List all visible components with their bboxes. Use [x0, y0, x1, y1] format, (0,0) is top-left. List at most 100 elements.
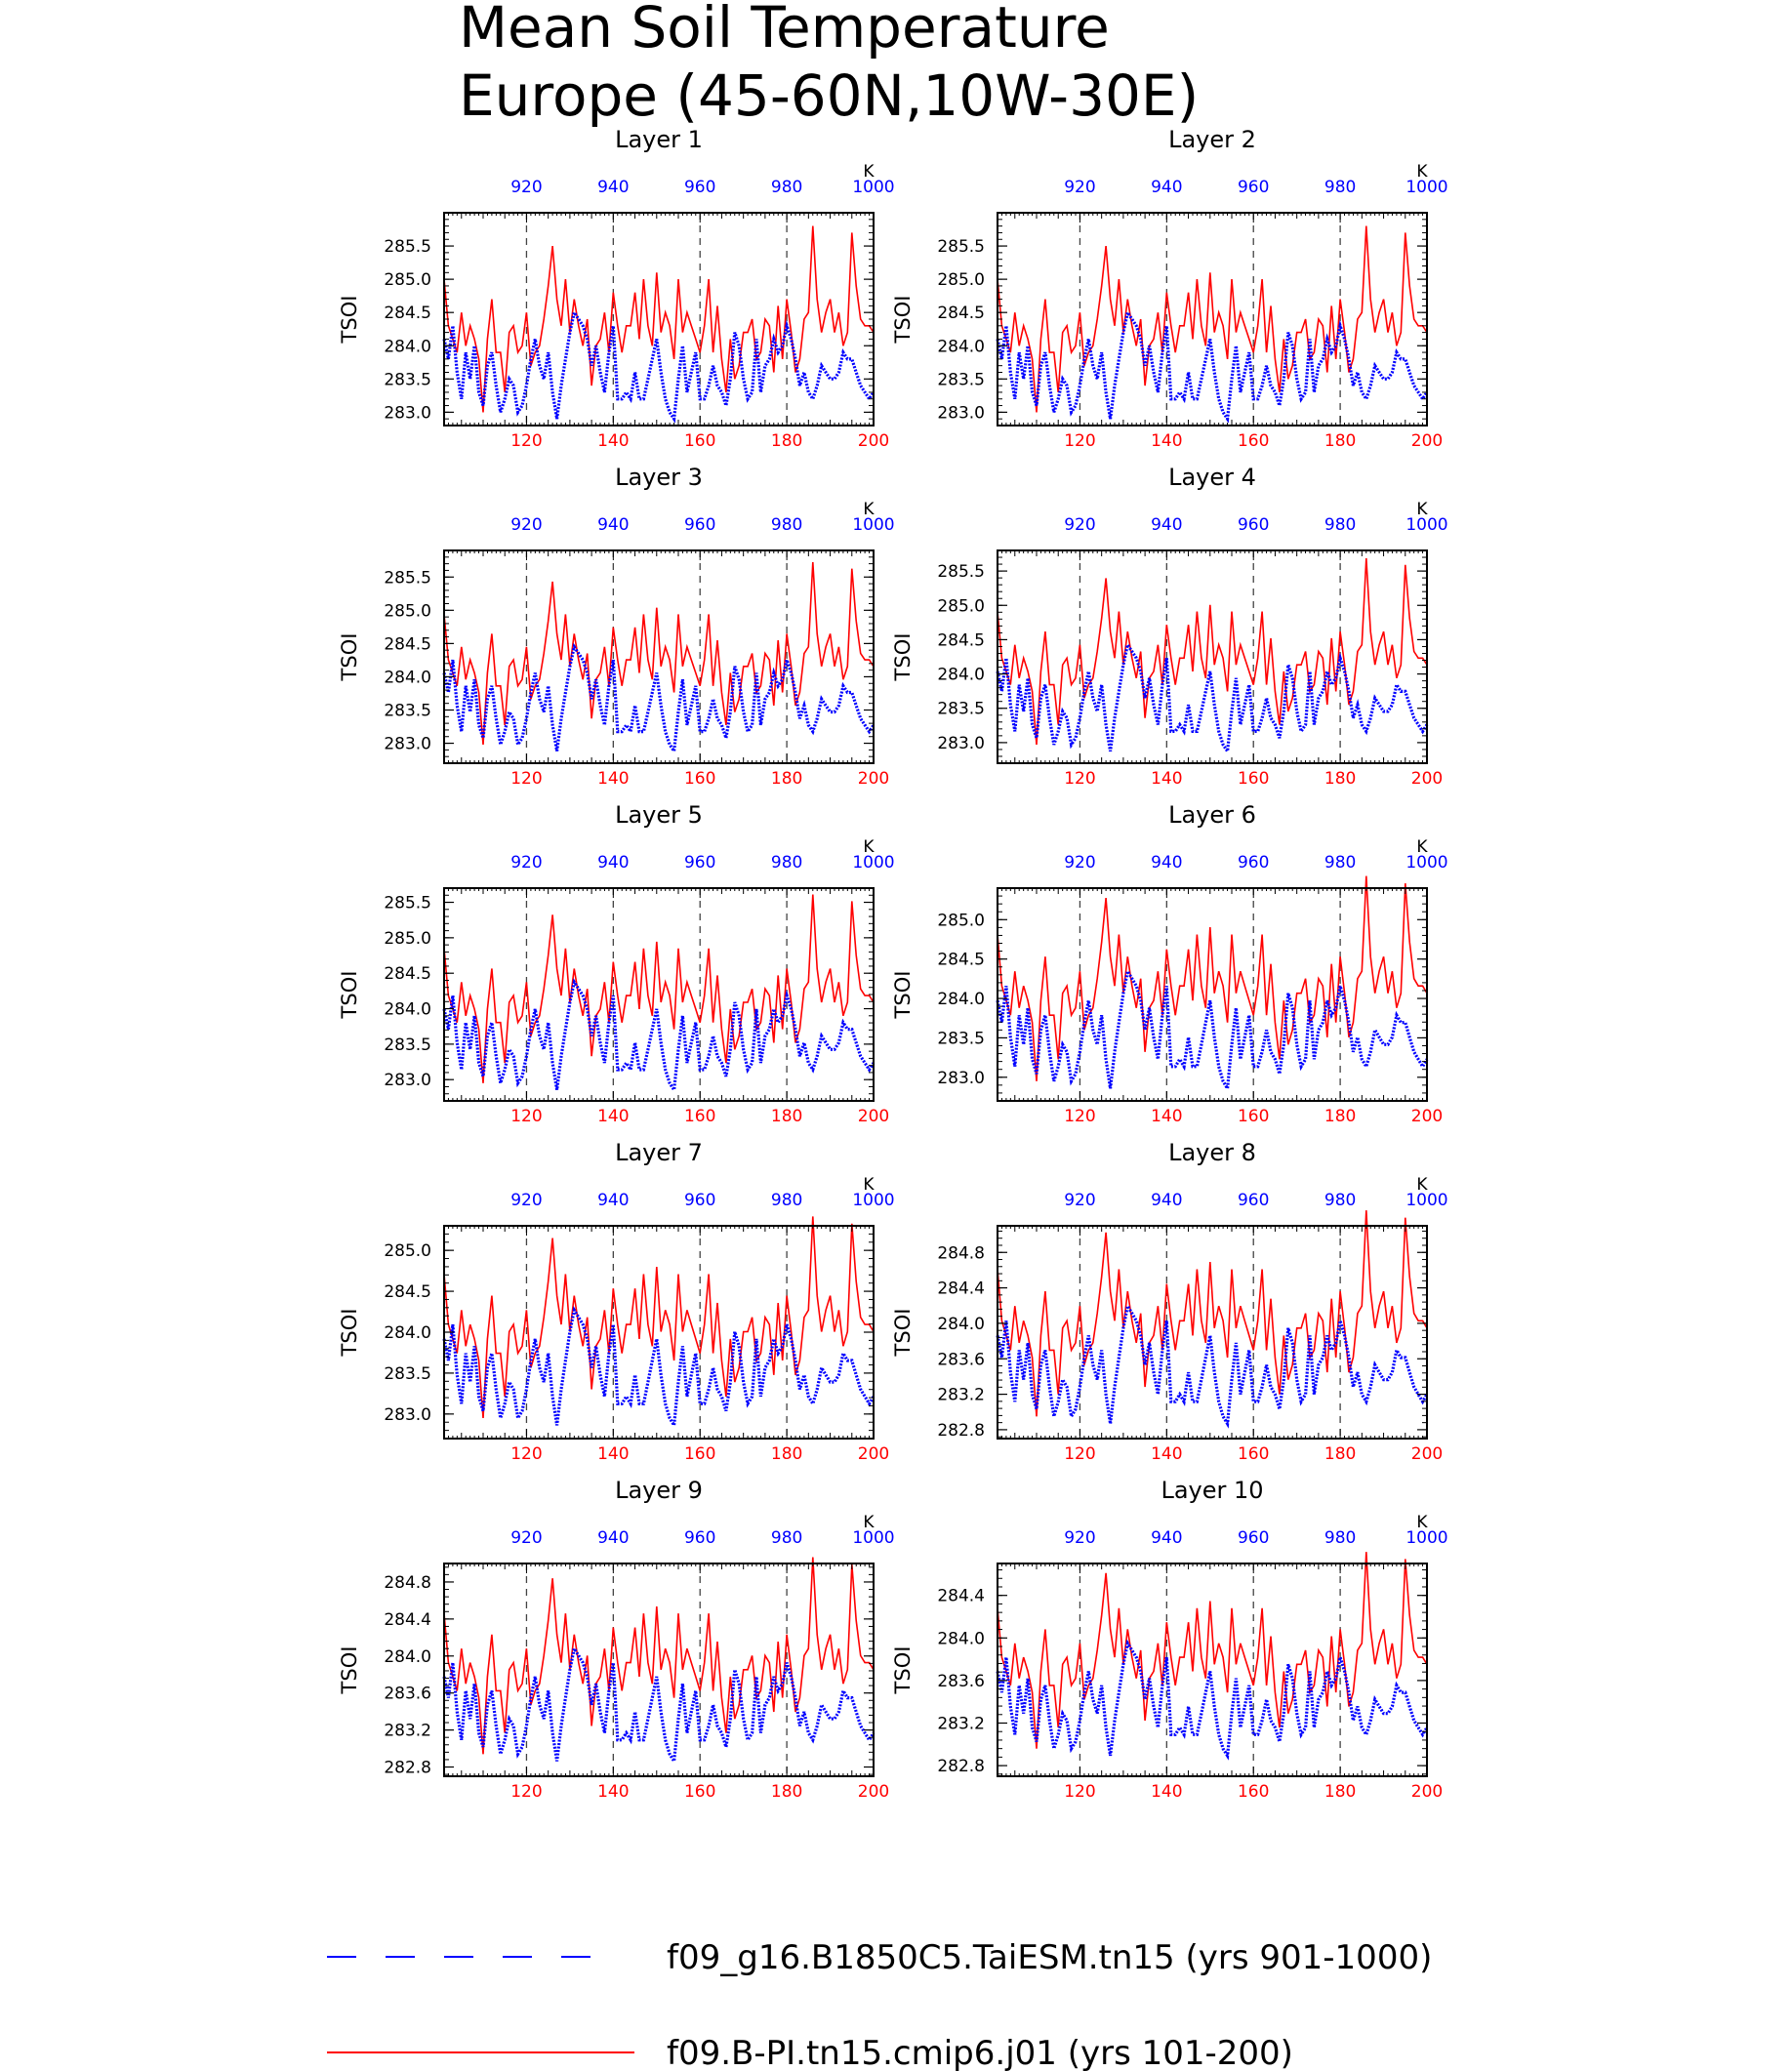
- top-tick-label: 960: [684, 178, 715, 197]
- bottom-tick-label: 140: [1151, 1782, 1182, 1802]
- y-tick-label: 283.0: [384, 735, 431, 754]
- y-axis-label: TSOI: [891, 1309, 915, 1358]
- top-tick-label: 1000: [852, 515, 894, 535]
- top-axis-unit: K: [1416, 837, 1428, 857]
- y-tick-label: 284.5: [384, 634, 431, 654]
- y-tick-label: 283.0: [384, 403, 431, 423]
- panel-title: Layer 2: [1168, 126, 1256, 153]
- y-tick-label: 282.8: [384, 1759, 431, 1778]
- y-tick-label: 284.0: [937, 337, 985, 356]
- y-tick-label: 283.5: [937, 370, 985, 389]
- top-tick-label: 980: [1324, 853, 1356, 873]
- series-blue-line: [996, 966, 1429, 1094]
- bottom-tick-label: 120: [510, 1782, 542, 1802]
- top-tick-label: 920: [1064, 515, 1095, 535]
- bottom-tick-label: 140: [597, 1107, 629, 1126]
- panel-title: Layer 10: [1161, 1477, 1263, 1504]
- bottom-tick-label: 180: [771, 1782, 802, 1802]
- panel-title: Layer 3: [615, 464, 703, 491]
- top-tick-label: 960: [1238, 853, 1269, 873]
- bottom-tick-label: 180: [771, 769, 802, 789]
- panel-title: Layer 5: [615, 801, 703, 829]
- top-tick-label: 920: [1064, 1528, 1095, 1548]
- bottom-tick-label: 140: [597, 1782, 629, 1802]
- series-blue-line: [442, 642, 876, 756]
- y-tick-label: 284.0: [384, 1323, 431, 1343]
- y-tick-label: 284.4: [937, 1587, 985, 1606]
- bottom-tick-label: 160: [1238, 1444, 1269, 1464]
- bottom-tick-label: 200: [858, 1782, 889, 1802]
- bottom-tick-label: 160: [684, 1107, 715, 1126]
- y-tick-label: 283.6: [937, 1672, 985, 1691]
- y-tick-label: 284.8: [384, 1573, 431, 1593]
- bottom-tick-label: 200: [1411, 1782, 1443, 1802]
- top-axis-unit: K: [863, 837, 875, 857]
- top-tick-label: 940: [1151, 1528, 1182, 1548]
- top-tick-label: 980: [1324, 178, 1356, 197]
- top-tick-label: 920: [510, 178, 542, 197]
- top-tick-label: 940: [1151, 178, 1182, 197]
- bottom-tick-label: 180: [1324, 1444, 1356, 1464]
- y-axis-label: TSOI: [338, 971, 361, 1020]
- y-axis-label: TSOI: [338, 296, 361, 345]
- bottom-tick-label: 160: [1238, 1782, 1269, 1802]
- series-blue-line: [996, 1301, 1429, 1429]
- bottom-tick-label: 140: [1151, 1107, 1182, 1126]
- top-tick-label: 940: [1151, 853, 1182, 873]
- y-tick-label: 284.5: [384, 304, 431, 323]
- top-tick-label: 1000: [1405, 1528, 1447, 1548]
- series-blue-line: [442, 308, 876, 424]
- bottom-tick-label: 160: [684, 1782, 715, 1802]
- top-tick-label: 920: [510, 515, 542, 535]
- bottom-tick-label: 120: [510, 1107, 542, 1126]
- panel-title: Layer 6: [1168, 801, 1256, 829]
- series-red-line: [997, 1210, 1428, 1417]
- top-tick-label: 960: [684, 515, 715, 535]
- y-tick-label: 284.5: [937, 304, 985, 323]
- top-tick-label: 920: [1064, 1191, 1095, 1210]
- y-axis-label: TSOI: [891, 296, 915, 345]
- top-tick-label: 1000: [1405, 515, 1447, 535]
- series-blue-line: [442, 1644, 876, 1766]
- top-axis-unit: K: [863, 1175, 875, 1195]
- panel-title: Layer 8: [1168, 1139, 1256, 1166]
- top-tick-label: 920: [510, 1528, 542, 1548]
- bottom-tick-label: 160: [1238, 431, 1269, 451]
- y-tick-label: 285.5: [384, 568, 431, 588]
- top-tick-label: 940: [597, 1191, 629, 1210]
- top-tick-label: 1000: [852, 178, 894, 197]
- series-red-line: [997, 875, 1428, 1081]
- bottom-tick-label: 140: [597, 1444, 629, 1464]
- top-tick-label: 940: [1151, 515, 1182, 535]
- y-axis-label: TSOI: [338, 1646, 361, 1695]
- top-axis-unit: K: [1416, 1513, 1428, 1532]
- y-tick-label: 284.0: [937, 1629, 985, 1648]
- plot-frame: [443, 549, 875, 764]
- bottom-tick-label: 180: [1324, 1782, 1356, 1802]
- y-tick-label: 284.5: [937, 630, 985, 650]
- plot-frame: [443, 887, 875, 1102]
- y-tick-label: 285.5: [384, 894, 431, 914]
- bottom-tick-label: 200: [858, 1107, 889, 1126]
- bottom-tick-label: 160: [684, 769, 715, 789]
- top-tick-label: 920: [1064, 178, 1095, 197]
- y-tick-label: 285.0: [384, 929, 431, 949]
- top-tick-label: 940: [597, 178, 629, 197]
- series-blue-line: [996, 640, 1429, 756]
- series-red-line: [443, 225, 875, 413]
- bottom-tick-label: 140: [1151, 1444, 1182, 1464]
- top-tick-label: 980: [1324, 1191, 1356, 1210]
- top-tick-label: 980: [771, 1191, 802, 1210]
- bottom-tick-label: 120: [1064, 1782, 1095, 1802]
- bottom-tick-label: 140: [597, 769, 629, 789]
- legend-label-1: f09_g16.B1850C5.TaiESM.tn15 (yrs 901-100…: [667, 1938, 1432, 1977]
- bottom-tick-label: 160: [1238, 769, 1269, 789]
- series-blue-line: [996, 1639, 1429, 1761]
- y-axis-label: TSOI: [338, 1309, 361, 1358]
- bottom-tick-label: 140: [597, 431, 629, 451]
